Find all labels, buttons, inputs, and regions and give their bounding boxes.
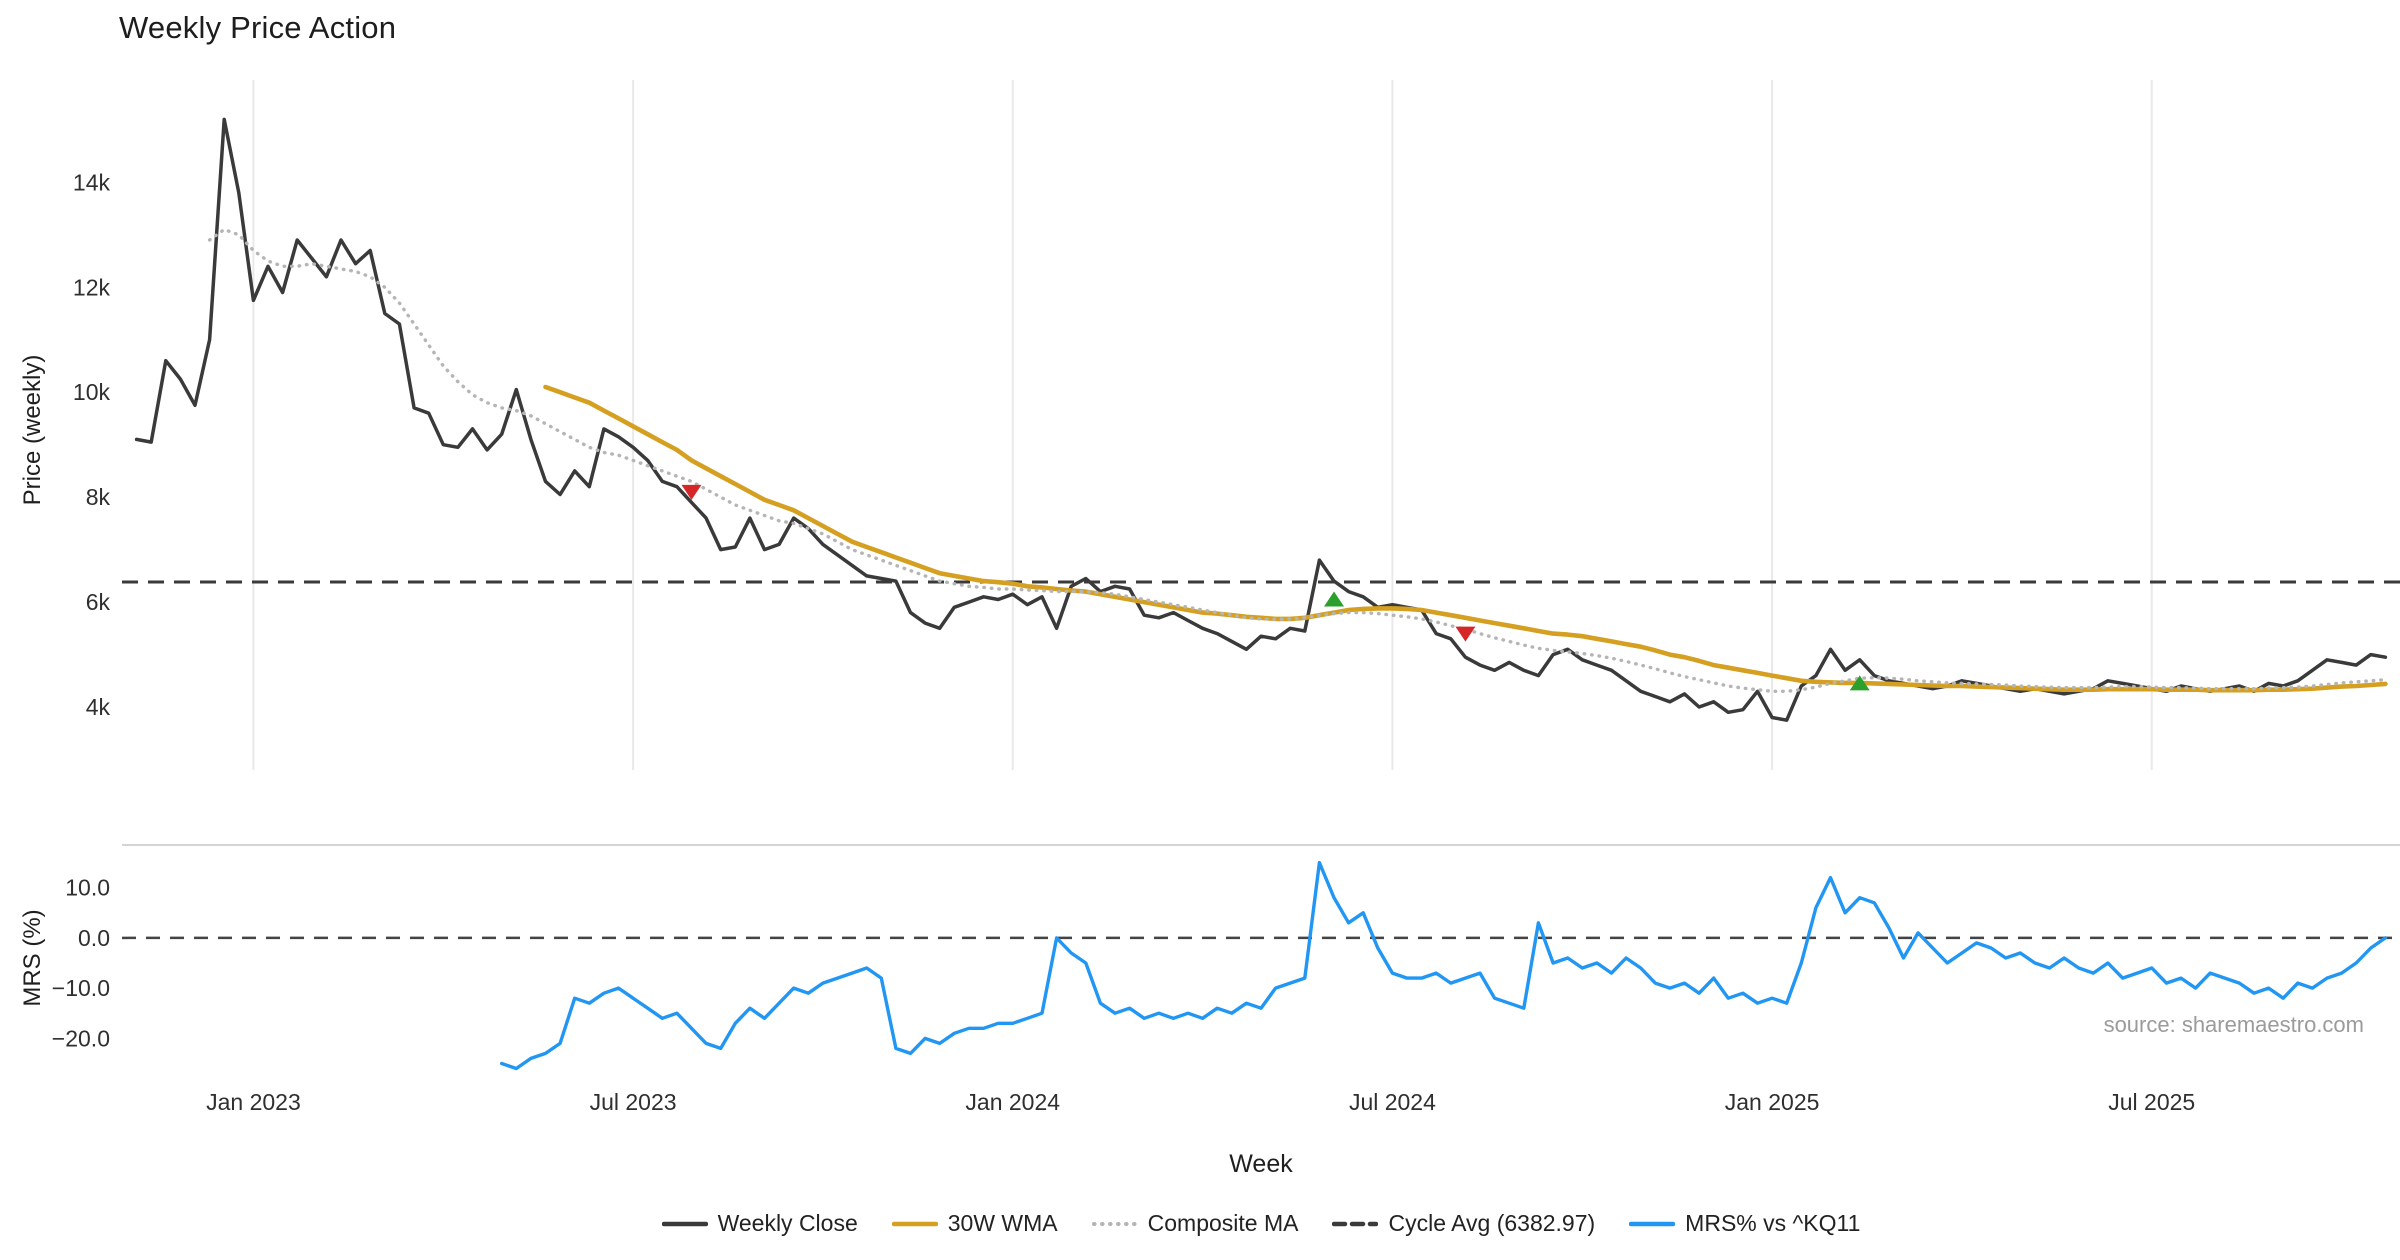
- price-y-tick-label: 8k: [86, 484, 111, 510]
- legend-swatch-solid-line-icon: [661, 1221, 708, 1226]
- series-lines-layer: [134, 117, 2388, 1071]
- signal-markers-layer: [681, 484, 1870, 691]
- mrs-y-tick-label: 0.0: [78, 925, 110, 951]
- x-tick-label: Jan 2023: [206, 1089, 301, 1115]
- legend-label: 30W WMA: [947, 1210, 1058, 1236]
- y-axis-title-price: Price (weekly): [19, 355, 46, 506]
- legend-item-composite-ma: Composite MA: [1091, 1210, 1299, 1237]
- price-y-tick-label: 4k: [86, 694, 111, 720]
- legend-label: Composite MA: [1147, 1210, 1299, 1236]
- legend-swatch-dotted-line-icon: [1091, 1221, 1138, 1226]
- mrs-y-tick-label: 10.0: [65, 875, 110, 901]
- x-tick-label: Jul 2023: [590, 1089, 677, 1115]
- price-y-tick-label: 6k: [86, 589, 111, 615]
- price-y-tick-label: 10k: [73, 379, 111, 405]
- y-axis-title-mrs: MRS (%): [19, 909, 46, 1006]
- chart-title: Weekly Price Action: [119, 10, 397, 45]
- source-watermark: source: sharemaestro.com: [2103, 1012, 2364, 1037]
- chart-legend: Weekly Close 30W WMA Composite MA Cycle Avg…: [122, 1210, 2400, 1237]
- x-tick-label: Jul 2025: [2108, 1089, 2195, 1115]
- legend-item-weekly-close: Weekly Close: [661, 1210, 858, 1237]
- x-tick-label: Jul 2024: [1349, 1089, 1436, 1115]
- legend-swatch-solid-line-icon: [1629, 1221, 1676, 1226]
- tick-labels-layer: 4k 6k 8k 10k 12k 14k 10.0 0.0 −10.0 −20.0 Jan 2023…: [52, 169, 2195, 1115]
- price-y-tick-label: 12k: [73, 274, 111, 300]
- sell-signal-triangle-down-icon: [681, 484, 702, 500]
- legend-label: MRS% vs ^KQ11: [1685, 1210, 1861, 1236]
- legend-item-cycle-avg-6382-97-: Cycle Avg (6382.97): [1332, 1210, 1595, 1237]
- buy-signal-triangle-up-icon: [1849, 675, 1870, 691]
- series-line-weekly-close: [134, 117, 2388, 722]
- mrs-y-tick-label: −10.0: [52, 975, 110, 1001]
- price-y-tick-label: 14k: [73, 169, 111, 195]
- sell-signal-triangle-down-icon: [1455, 626, 1476, 642]
- gridlines-layer: [122, 80, 2400, 846]
- x-axis-title: Week: [1229, 1150, 1293, 1178]
- series-line-composite-ma: [207, 227, 2388, 693]
- x-tick-label: Jan 2025: [1725, 1089, 1820, 1115]
- reference-lines-layer: [122, 580, 2400, 940]
- legend-label: Cycle Avg (6382.97): [1388, 1210, 1596, 1236]
- mrs-y-tick-label: −20.0: [52, 1025, 110, 1051]
- legend-item-mrs-vs-kq11: MRS% vs ^KQ11: [1629, 1210, 1860, 1237]
- series-line-30w-wma: [543, 384, 2388, 693]
- x-tick-label: Jan 2024: [965, 1089, 1060, 1115]
- legend-label: Weekly Close: [717, 1210, 858, 1236]
- buy-signal-triangle-up-icon: [1324, 591, 1345, 607]
- legend-swatch-solid-line-icon: [891, 1221, 938, 1226]
- legend-swatch-dashed-line-icon: [1332, 1221, 1379, 1226]
- legend-item-30w-wma: 30W WMA: [891, 1210, 1058, 1237]
- series-line-mrs-vs-kq11: [500, 860, 2388, 1071]
